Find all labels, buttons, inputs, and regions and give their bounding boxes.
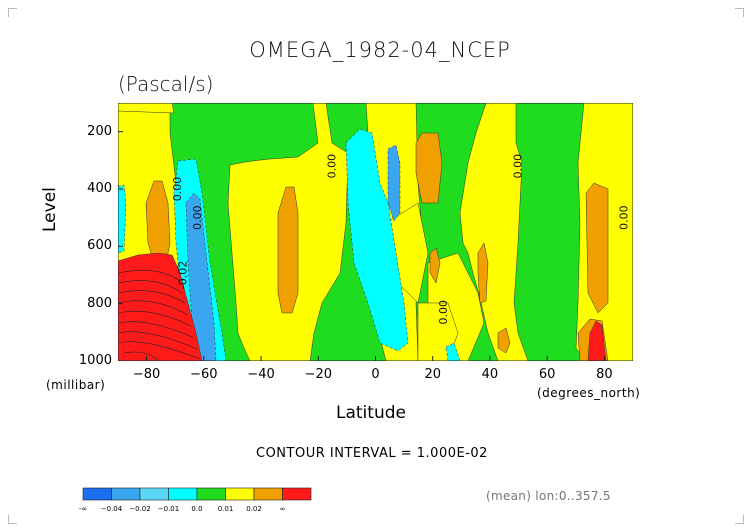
contour-region-positive-high: [585, 182, 609, 314]
colorbar-swatch: [139, 487, 169, 501]
contour-region-positive-high: [145, 180, 171, 264]
contour-region-positive-max: [587, 320, 607, 361]
x-tick-label: −60: [190, 367, 218, 382]
contour-plot: 0.00 0.00 -0.02 0.00 0.00 0.00 0.00: [118, 103, 633, 361]
colorbar-label: ∞: [279, 505, 286, 513]
colorbar-label: -∞: [78, 505, 88, 513]
corner-mark-tr: [735, 8, 744, 17]
colorbar-label: −0.01: [157, 505, 180, 513]
colorbar-swatch: [253, 487, 283, 501]
y-axis-unit: (millibar): [46, 378, 106, 392]
contour-lines-red: [118, 270, 201, 361]
colorbar-swatch: [111, 487, 141, 501]
colorbar-swatch: [282, 487, 312, 501]
y-axis-label: Level: [40, 187, 60, 232]
contour-region-negative-mid: [387, 144, 401, 222]
contour-value-label: 0.00: [437, 300, 450, 325]
x-tick-label: −40: [247, 367, 275, 382]
contour-value-label: 0.00: [617, 205, 630, 230]
colorbar-label: 0.0: [191, 505, 203, 513]
contour-region-positive-high: [477, 242, 489, 304]
chart-title: OMEGA_1982-04_NCEP: [249, 38, 511, 62]
y-tick-label: 200: [87, 123, 112, 139]
contour-region-positive-high: [497, 327, 511, 354]
x-tick-label: 20: [424, 367, 441, 382]
contour-fill-layer: [118, 103, 633, 361]
contour-region-positive: [459, 103, 529, 361]
y-tick-label: 400: [87, 181, 112, 196]
y-tick-label: 800: [87, 295, 112, 311]
colorbar-label: 0.02: [246, 505, 262, 513]
colorbar-swatch: [196, 487, 226, 501]
contour-region-negative: [445, 342, 461, 361]
x-tick-label: 80: [596, 367, 613, 382]
contour-value-label: 0.00: [511, 154, 524, 179]
colorbar-swatch: [168, 487, 198, 501]
colorbar-swatch: [225, 487, 255, 501]
y-tick-label: 1000: [78, 353, 112, 368]
x-axis-unit: (degrees_north): [537, 386, 641, 400]
contour-interval-text: CONTOUR INTERVAL = 1.000E-02: [256, 446, 488, 461]
contour-value-label: 0.00: [191, 205, 204, 230]
x-tick-label: 60: [538, 367, 556, 382]
mean-longitude-text: (mean) lon:0..357.5: [486, 489, 611, 503]
contour-region-positive-max: [118, 252, 203, 361]
x-tick-label: −80: [132, 367, 161, 382]
colorbar-swatch: [82, 487, 112, 501]
x-tick-label: 40: [481, 367, 499, 382]
corner-mark-tl: [8, 8, 17, 17]
contour-region-negative: [118, 184, 127, 254]
contour-region-positive-high: [277, 186, 299, 314]
corner-mark-bl: [8, 515, 17, 524]
contour-value-label: 0.00: [171, 177, 184, 202]
contour-value-label: -0.02: [177, 261, 190, 289]
colorbar-label: −0.04: [100, 505, 123, 513]
contour-region-negative: [345, 128, 409, 352]
axis-ticks: [118, 131, 605, 361]
x-axis-label: Latitude: [336, 403, 406, 423]
contour-labels: 0.00 0.00 -0.02 0.00 0.00 0.00 0.00: [171, 154, 630, 325]
contour-region-positive-high: [429, 247, 441, 284]
corner-mark-br: [735, 515, 744, 524]
contour-region-positive: [118, 103, 175, 114]
x-tick-label: 0: [371, 367, 380, 382]
colorbar-label: −0.02: [129, 505, 151, 513]
chart-units: (Pascal/s): [118, 72, 214, 96]
x-tick-label: −20: [304, 367, 332, 382]
contour-region-positive-high: [415, 132, 443, 204]
y-tick-label: 600: [87, 238, 112, 254]
colorbar-label: 0.01: [217, 505, 234, 513]
contour-value-label: 0.00: [325, 154, 338, 179]
contour-region-negative-mid: [185, 192, 217, 361]
colorbar: [82, 487, 312, 501]
